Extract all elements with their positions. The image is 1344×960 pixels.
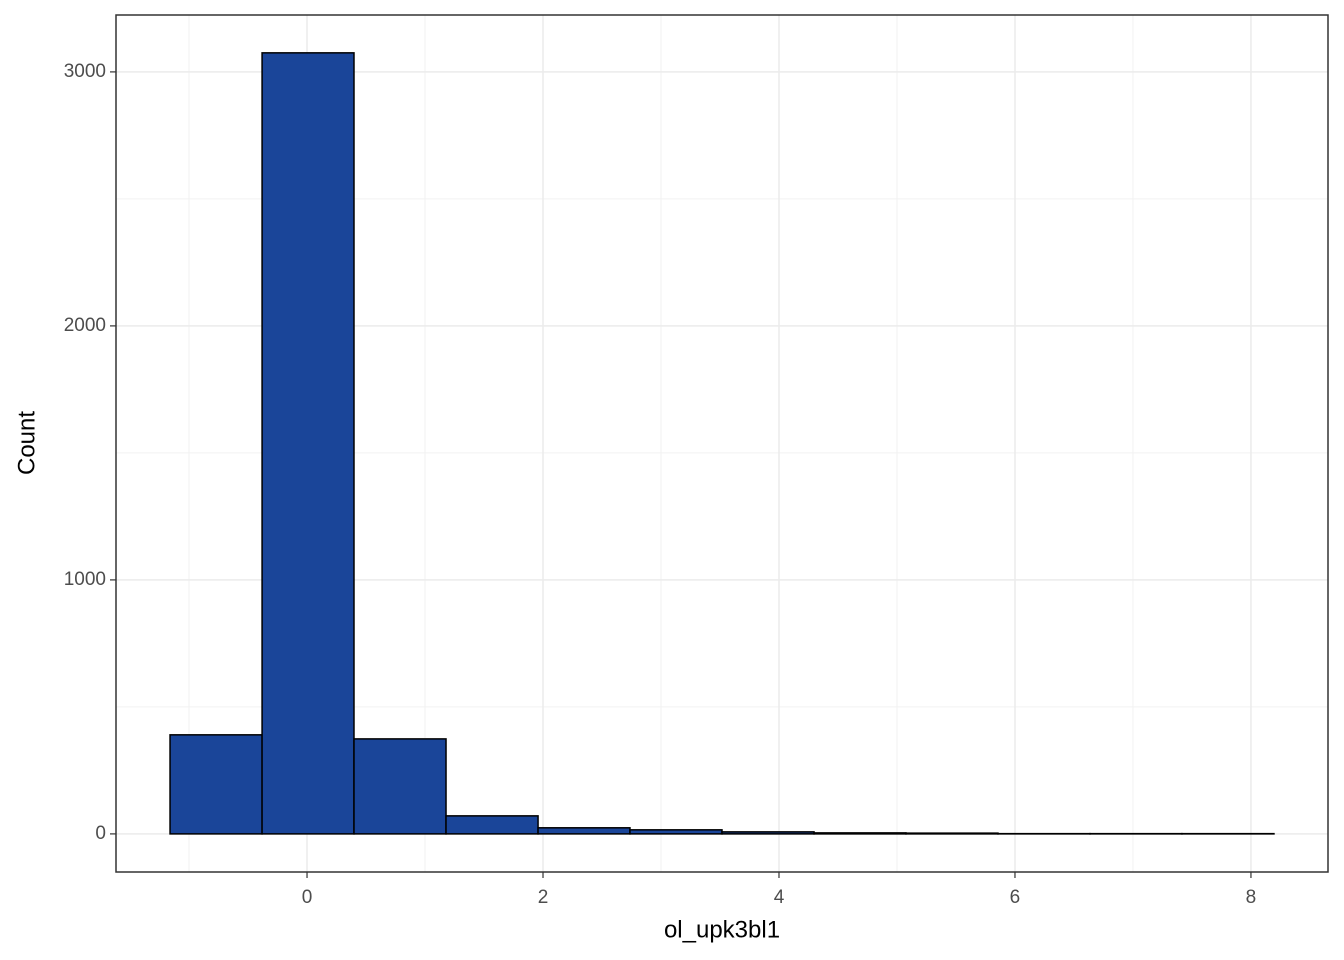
y-tick-label: 0	[95, 823, 106, 844]
plot-border	[115, 14, 1329, 873]
y-tick-label: 2000	[64, 315, 106, 336]
bar	[629, 829, 723, 835]
bar	[721, 831, 815, 835]
x-axis-title: ol_upk3bl1	[664, 916, 780, 943]
bar	[169, 734, 263, 835]
bar	[353, 738, 447, 835]
x-tick-label: 4	[774, 887, 785, 908]
bar	[813, 832, 907, 835]
bar	[905, 832, 999, 835]
y-tick-label: 1000	[64, 569, 106, 590]
bar	[261, 52, 355, 835]
x-tick-label: 8	[1246, 887, 1257, 908]
y-axis-title: Count	[13, 411, 40, 475]
x-tick-label: 0	[302, 887, 313, 908]
y-tick-label: 3000	[64, 61, 106, 82]
x-tick-label: 2	[538, 887, 549, 908]
bar	[445, 815, 539, 835]
x-tick-label: 6	[1010, 887, 1021, 908]
bar	[537, 827, 631, 835]
